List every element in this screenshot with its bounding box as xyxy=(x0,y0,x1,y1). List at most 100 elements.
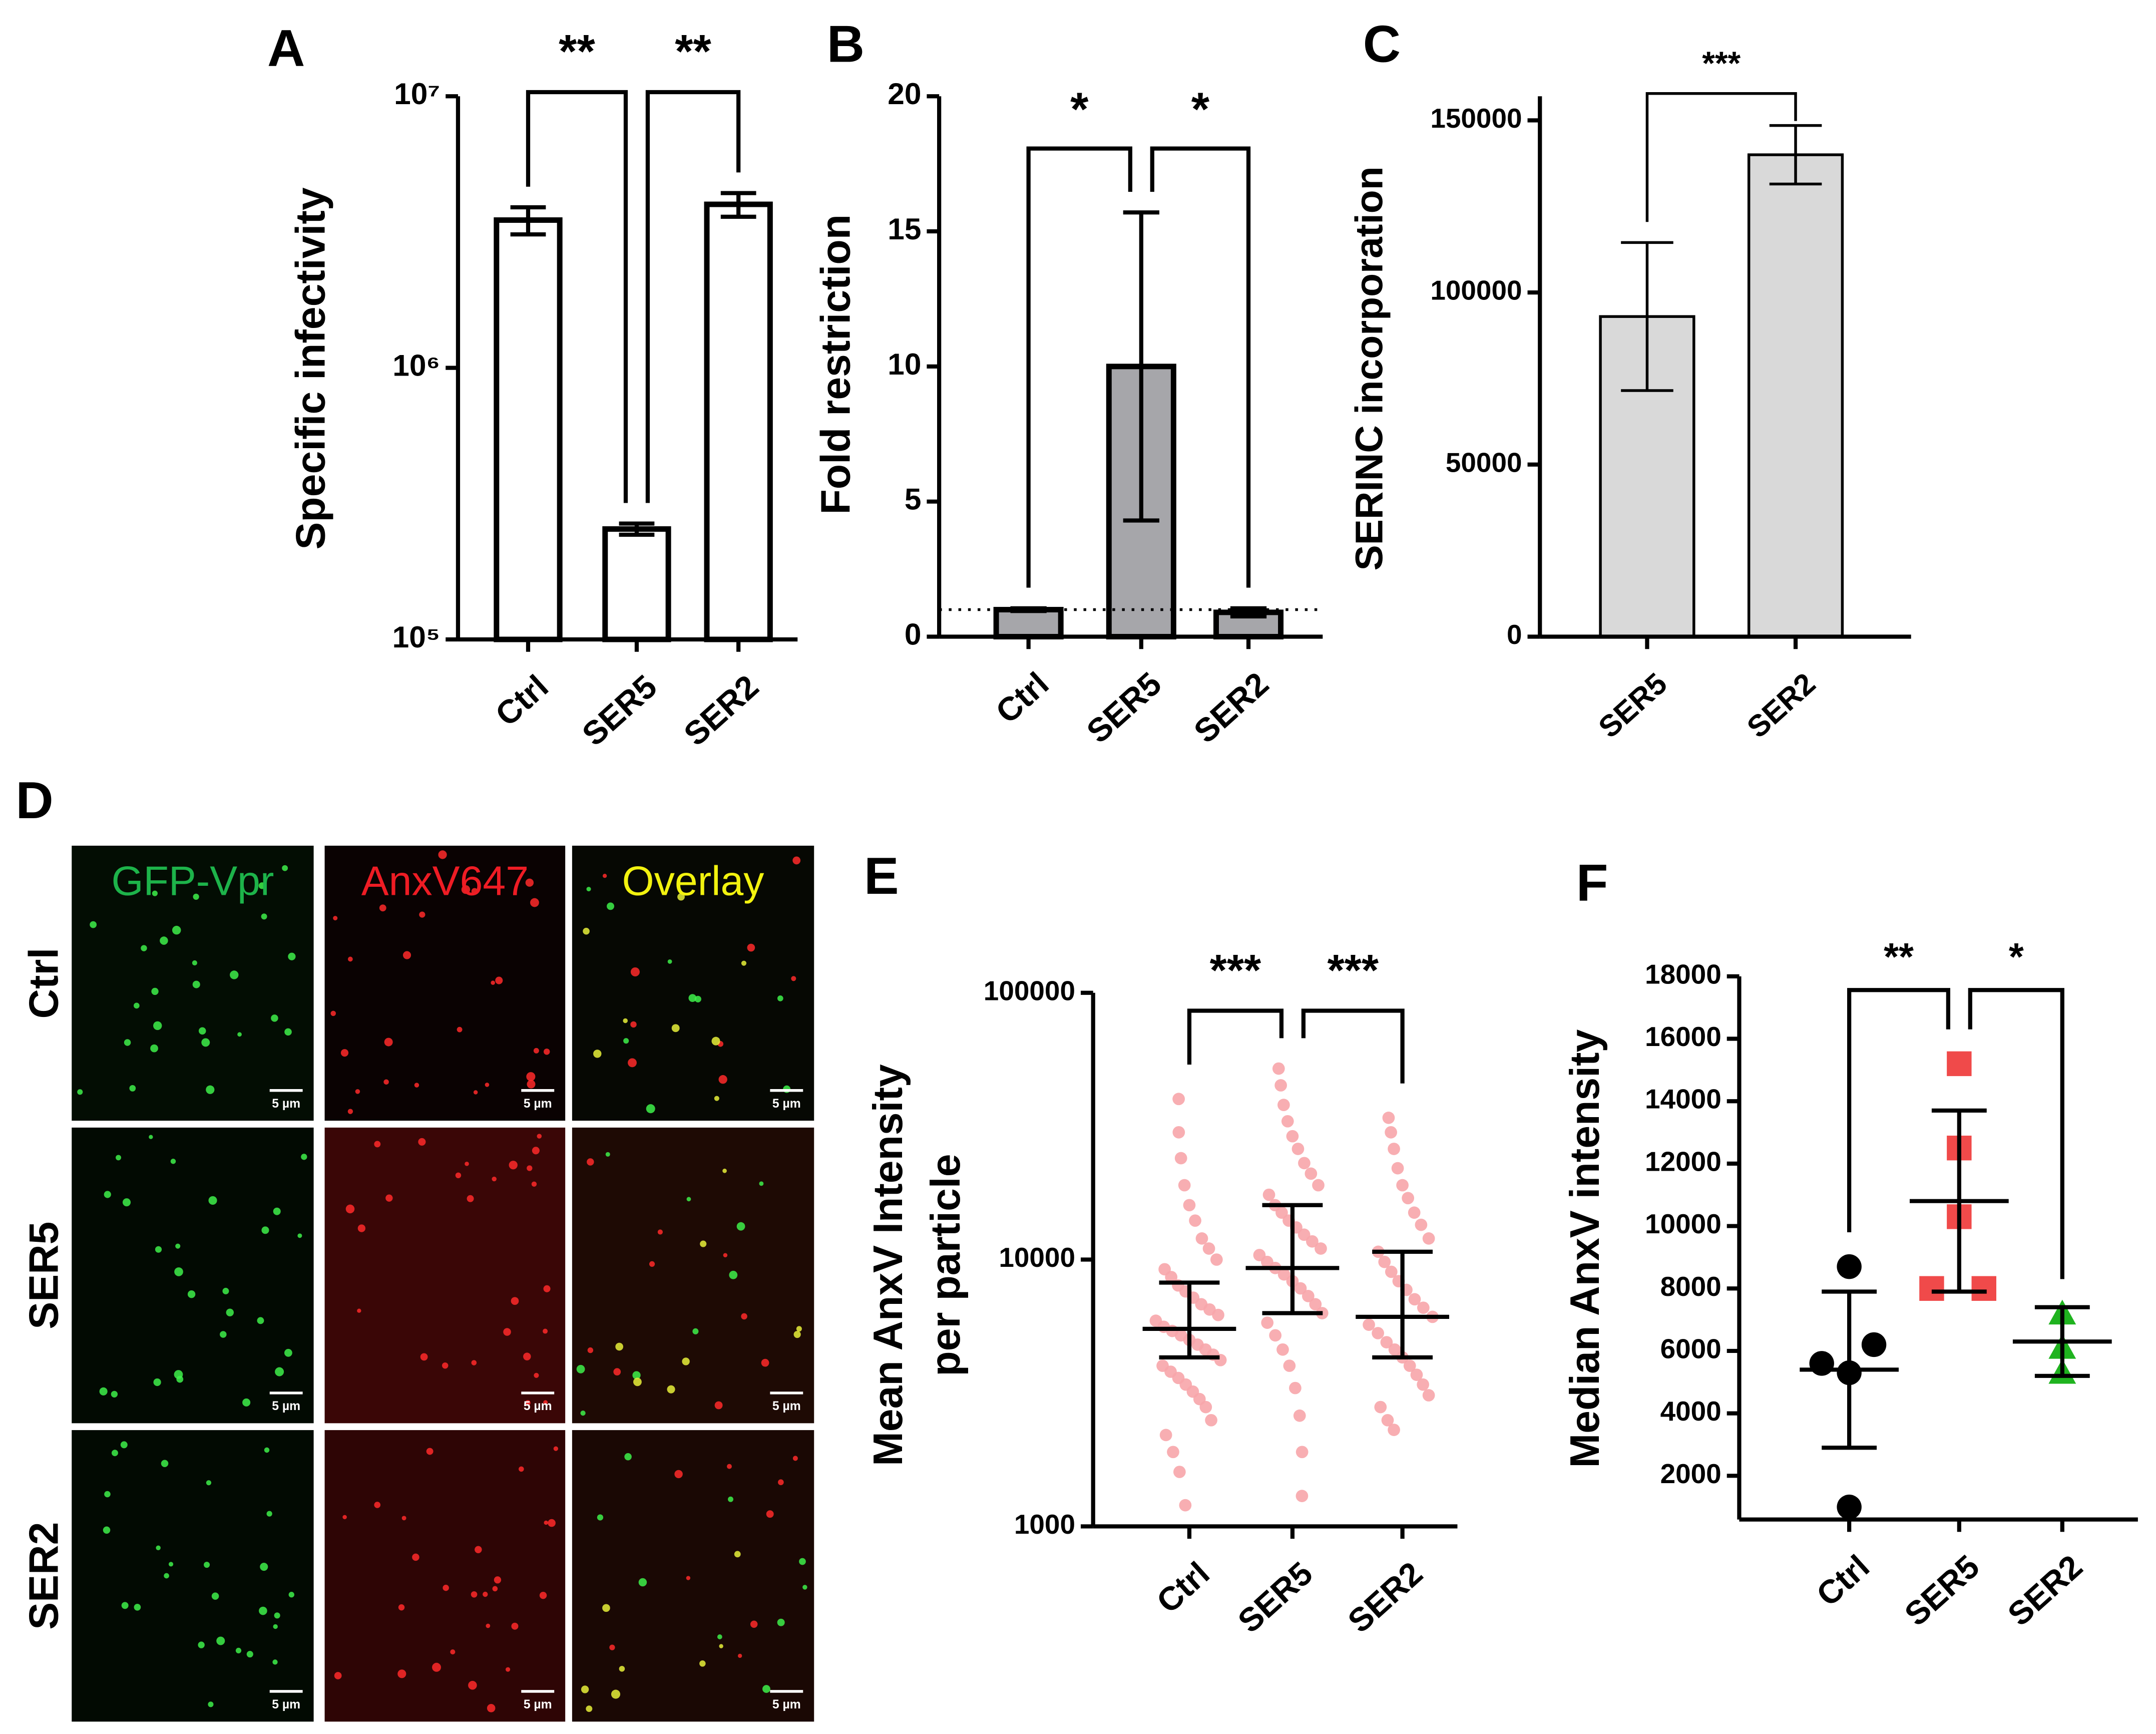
particle xyxy=(384,1037,393,1047)
particle xyxy=(274,1612,280,1619)
particle xyxy=(152,890,158,896)
scale-bar-label: 5 µm xyxy=(272,1097,300,1111)
data-point xyxy=(1381,1414,1394,1427)
particle xyxy=(418,1138,426,1146)
particle xyxy=(206,1480,212,1486)
bar xyxy=(602,526,671,642)
particle xyxy=(511,1622,519,1630)
particle xyxy=(122,1198,131,1207)
particle xyxy=(532,1147,540,1155)
data-point xyxy=(1294,1282,1307,1295)
panel-letter: E xyxy=(864,847,899,905)
data-point xyxy=(1167,1446,1179,1459)
particle xyxy=(677,893,685,901)
data-point xyxy=(1183,1199,1196,1212)
particle xyxy=(623,1038,629,1044)
micrograph xyxy=(324,1430,566,1722)
particle xyxy=(192,980,200,988)
particle xyxy=(736,1222,745,1231)
particle xyxy=(220,1331,227,1338)
data-point xyxy=(1315,1242,1327,1255)
particle xyxy=(432,1662,442,1672)
error-bar xyxy=(1621,241,1673,392)
particle xyxy=(530,898,539,907)
y-tick-label: 2000 xyxy=(1660,1458,1721,1489)
particle xyxy=(450,1649,456,1655)
particle xyxy=(121,1602,129,1609)
y-tick-label: 10⁵ xyxy=(392,620,441,654)
scale-bar-label: 5 µm xyxy=(772,1698,801,1711)
data-point xyxy=(1195,1232,1208,1245)
y-tick-label: 0 xyxy=(1507,619,1522,650)
particle xyxy=(374,1502,381,1508)
data-point xyxy=(1165,1271,1178,1283)
particle xyxy=(793,1330,801,1338)
particle xyxy=(272,1659,278,1665)
particle xyxy=(443,1584,449,1591)
error-bar xyxy=(619,521,655,537)
data-point xyxy=(1275,1206,1288,1219)
particle xyxy=(586,1705,593,1712)
particle xyxy=(525,878,534,887)
y-tick-label: 10⁷ xyxy=(394,77,440,111)
data-point xyxy=(1296,1446,1309,1459)
particle xyxy=(671,1024,680,1032)
data-point xyxy=(1372,1327,1384,1339)
particle xyxy=(750,1620,758,1628)
data-point xyxy=(1388,1424,1400,1436)
data-point xyxy=(1408,1293,1421,1306)
particle xyxy=(160,936,168,945)
micrograph xyxy=(324,1127,566,1424)
particle xyxy=(796,1326,802,1332)
data-point xyxy=(1291,1143,1305,1155)
y-tick-label: 1000 xyxy=(1014,1509,1075,1540)
particle xyxy=(465,1161,469,1166)
micrograph xyxy=(572,845,814,1121)
data-point xyxy=(1408,1206,1421,1219)
particle xyxy=(237,1032,242,1037)
data-point xyxy=(1309,1298,1322,1311)
particle xyxy=(273,1207,281,1215)
particle xyxy=(711,1036,720,1046)
particle xyxy=(374,1141,381,1148)
particle xyxy=(141,945,147,951)
y-tick-label: 10000 xyxy=(1645,1208,1721,1239)
particle xyxy=(778,1479,784,1486)
particle xyxy=(717,1634,722,1639)
particle xyxy=(357,1308,361,1313)
data-point xyxy=(1415,1218,1428,1231)
particle xyxy=(175,1243,181,1249)
particle xyxy=(657,1229,663,1235)
y-tick-label: 18000 xyxy=(1645,958,1721,989)
particle xyxy=(777,1618,785,1626)
scale-bar-label: 5 µm xyxy=(272,1698,300,1711)
particle xyxy=(722,1168,727,1173)
particle xyxy=(282,865,288,871)
data-point xyxy=(1312,1179,1325,1192)
particle xyxy=(487,1704,496,1712)
particle xyxy=(379,904,386,912)
bar xyxy=(993,607,1064,639)
particle xyxy=(383,1079,389,1085)
particle xyxy=(264,1447,270,1453)
particle xyxy=(593,1050,602,1058)
data-point xyxy=(1159,1429,1172,1442)
data-point xyxy=(1286,1130,1299,1143)
significance-bracket xyxy=(526,90,628,503)
particle xyxy=(714,1096,719,1101)
x-tick-label: SER2 xyxy=(2000,1548,2089,1633)
data-point xyxy=(1417,1378,1430,1391)
particle xyxy=(523,1352,531,1360)
significance-label: ** xyxy=(1884,935,1914,978)
micrograph xyxy=(324,845,566,1121)
particle xyxy=(615,1342,623,1351)
significance-bracket xyxy=(645,90,741,503)
particle xyxy=(129,1085,136,1092)
significance-bracket xyxy=(1968,988,2064,1279)
y-tick-label: 150000 xyxy=(1430,103,1522,134)
particle xyxy=(385,1194,393,1202)
particle xyxy=(611,1689,621,1699)
particle xyxy=(495,976,503,984)
particle xyxy=(168,1562,174,1567)
data-point xyxy=(1293,1409,1306,1422)
